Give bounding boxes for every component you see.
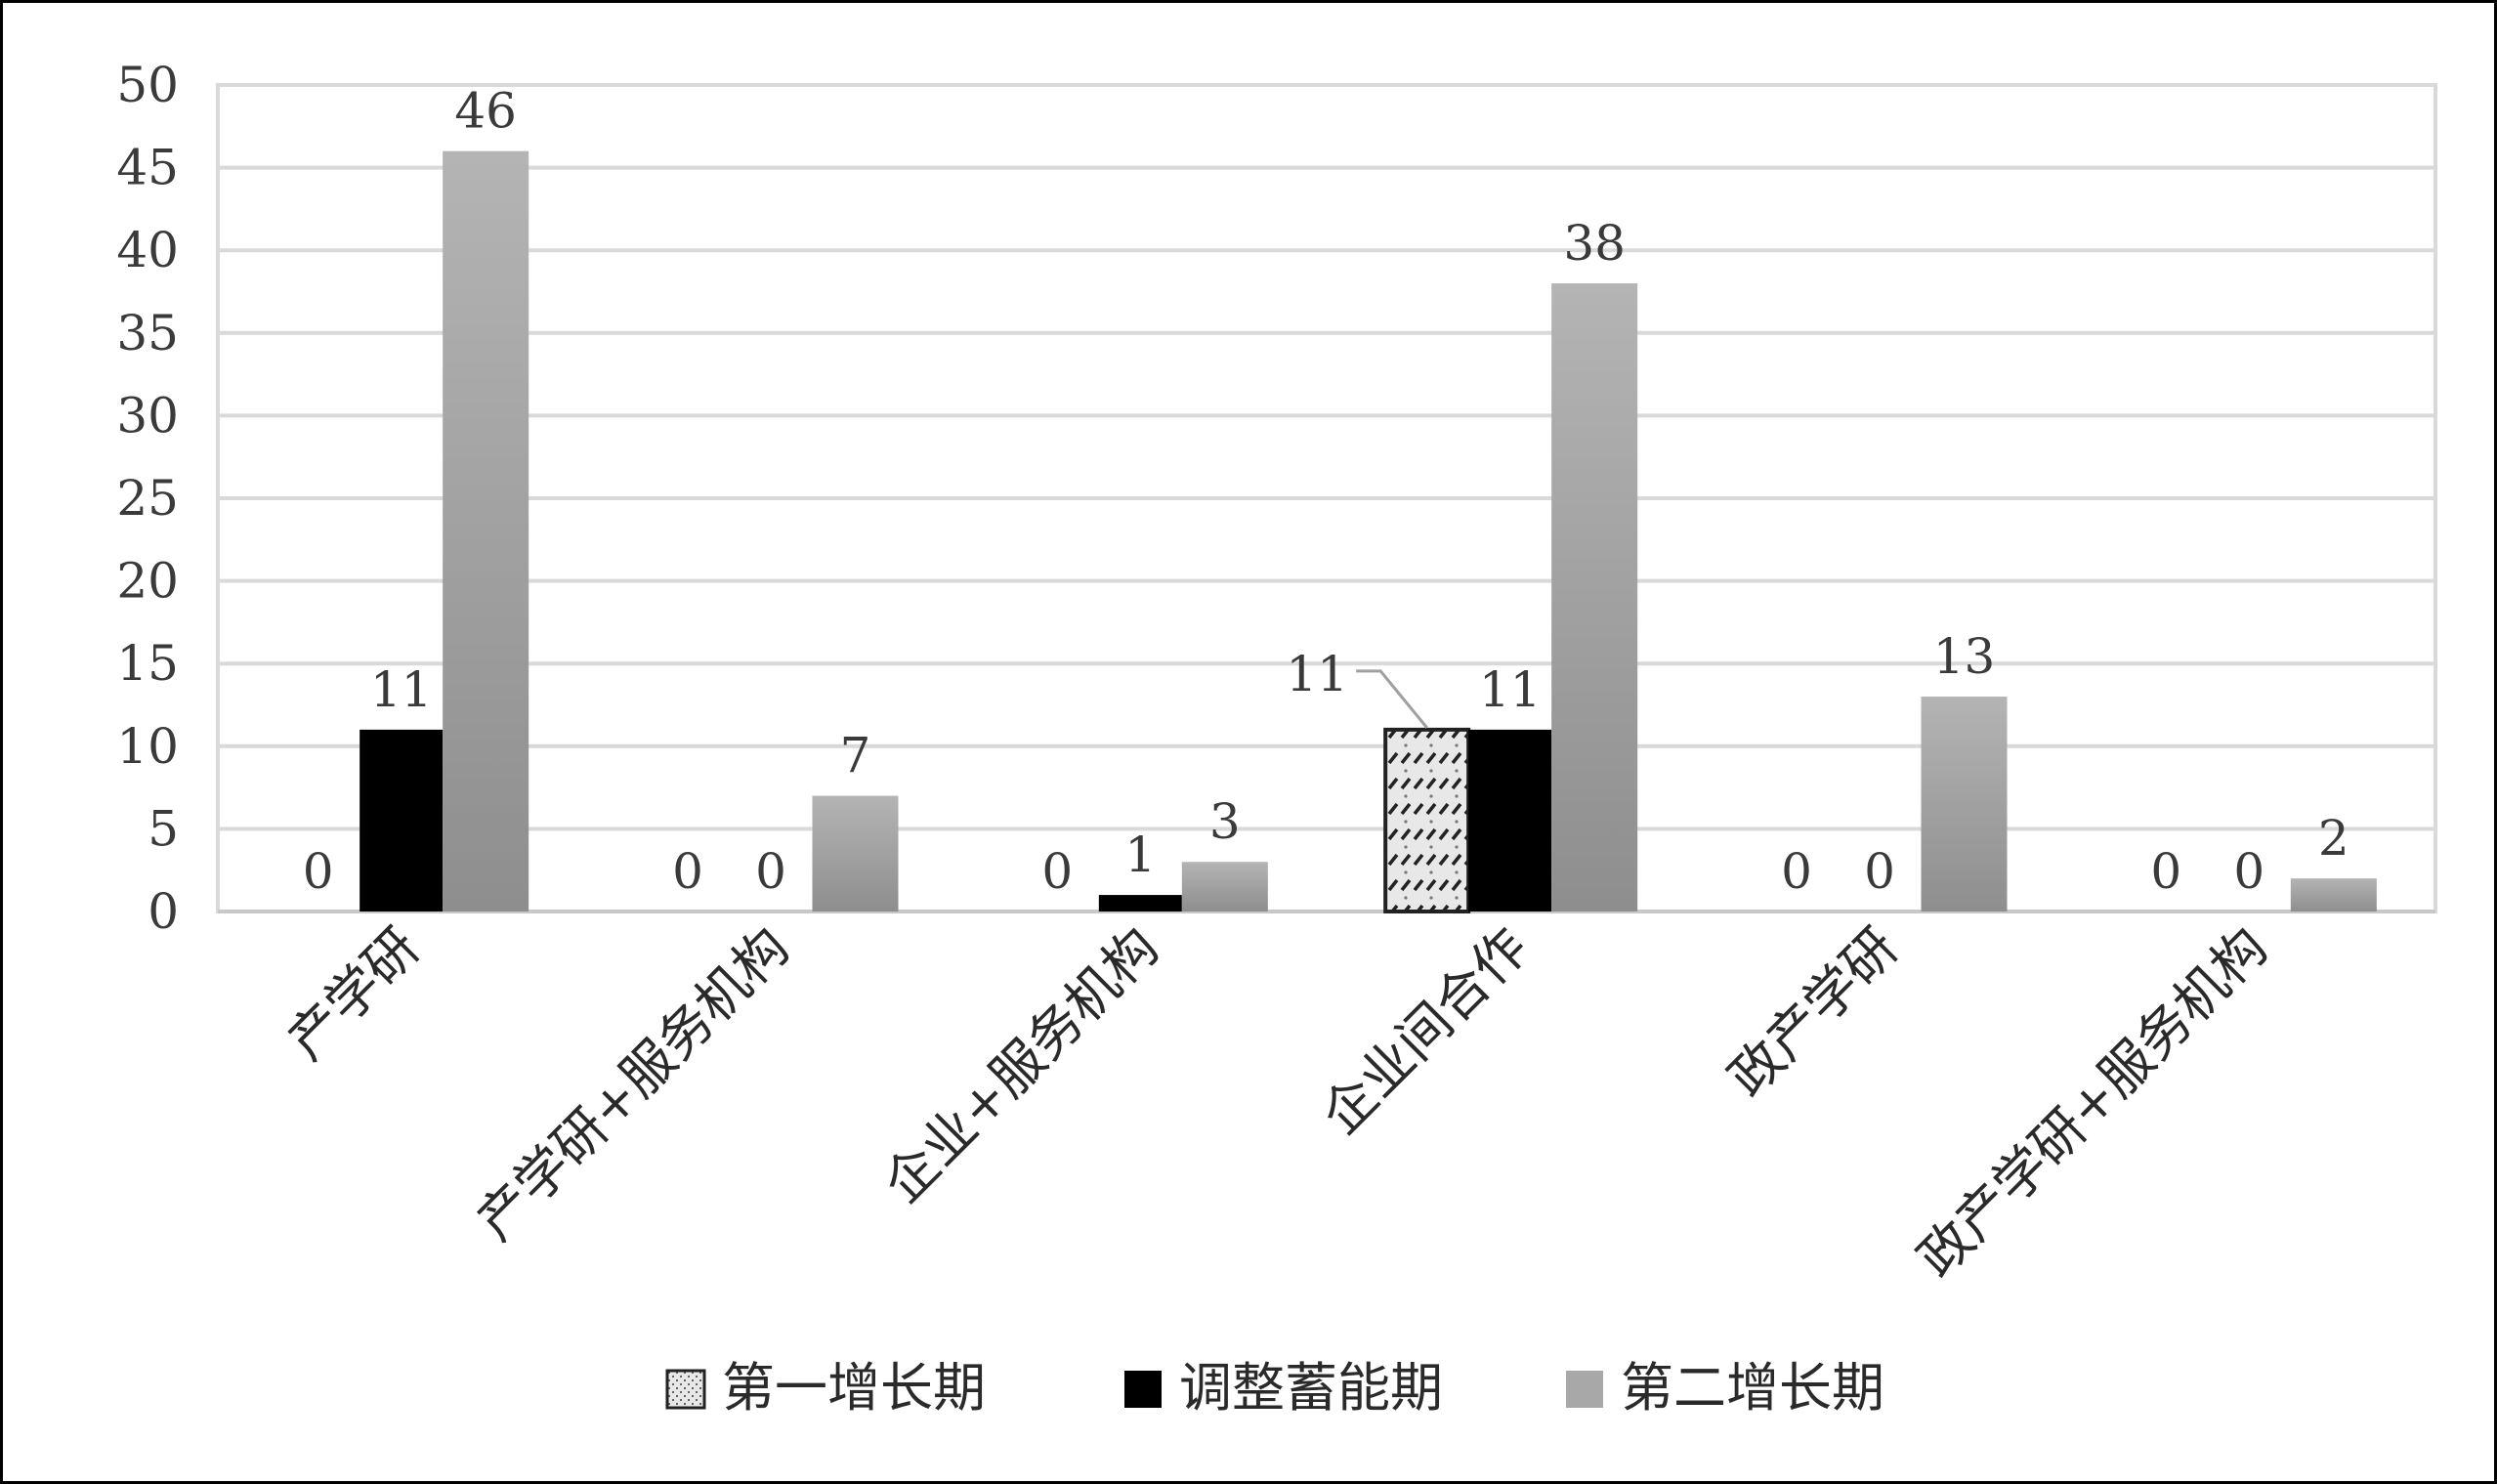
data-label: 0 [1864,843,1895,900]
bar-second-growth [812,795,899,912]
y-tick-label: 40 [116,222,179,278]
bar-adjustment [1468,729,1552,912]
data-label: 0 [755,843,786,900]
x-category-label: 产学研+服务机构 [465,916,801,1252]
legend-swatch [1566,1371,1603,1408]
data-label: 46 [454,83,517,140]
data-label: 11 [1479,661,1542,718]
y-tick-label: 5 [148,800,179,857]
legend-item: 第一增长期 [665,1357,986,1419]
data-label: 0 [303,843,334,900]
bar-second-growth [1551,283,1638,912]
legend-label: 第二增长期 [1621,1357,1884,1419]
bars [360,150,2377,913]
legend-item: 第二增长期 [1566,1357,1884,1419]
bar-first-growth [1383,727,1471,913]
legend: 第一增长期 调整蓄能期 第二增长期 [665,1357,1884,1419]
data-label: 0 [672,843,703,900]
legend-swatch [665,1369,706,1410]
y-tick-label: 45 [116,140,179,196]
data-label: 0 [1781,843,1812,900]
x-category-label: 政产学研+服务机构 [1906,916,2279,1290]
y-axis-ticks: 0 5 10 15 20 25 30 35 40 45 50 [116,57,179,940]
legend-swatch [1124,1371,1162,1408]
y-tick-label: 50 [116,57,179,113]
data-label: 0 [1041,843,1073,900]
x-category-label: 产学研 [275,916,431,1072]
data-label: 13 [1933,628,1996,685]
bar-second-growth [1921,697,2008,912]
x-category-label: 企业间合作 [1310,916,1540,1146]
legend-label: 调整蓄能期 [1179,1357,1443,1419]
data-label: 0 [2150,843,2181,900]
data-label: 11 [1286,646,1348,702]
y-tick-label: 30 [116,387,179,444]
y-tick-label: 20 [116,553,179,610]
data-label: 11 [370,661,433,718]
bar-adjustment [360,729,444,912]
data-label: 1 [1124,827,1156,883]
y-tick-label: 10 [116,718,179,775]
legend-item: 调整蓄能期 [1124,1357,1443,1419]
data-label: 2 [2318,810,2349,867]
x-category-label: 政产学研 [1716,916,1909,1109]
data-label: 0 [2233,843,2264,900]
y-tick-label: 15 [116,635,179,692]
y-tick-label: 0 [148,883,179,940]
leader-line [1356,669,1428,729]
bar-adjustment [1098,895,1182,912]
y-tick-label: 35 [116,305,179,361]
gridlines [216,83,2437,913]
bar-second-growth [2290,878,2377,912]
bar-second-growth [443,150,529,912]
data-label: 38 [1563,215,1626,272]
data-label: 7 [840,728,871,784]
legend-label: 第一增长期 [722,1357,986,1419]
bar-second-growth [1181,862,1268,912]
data-label: 3 [1209,793,1241,850]
y-tick-label: 25 [116,470,179,527]
x-category-label: 企业+服务机构 [871,916,1170,1215]
